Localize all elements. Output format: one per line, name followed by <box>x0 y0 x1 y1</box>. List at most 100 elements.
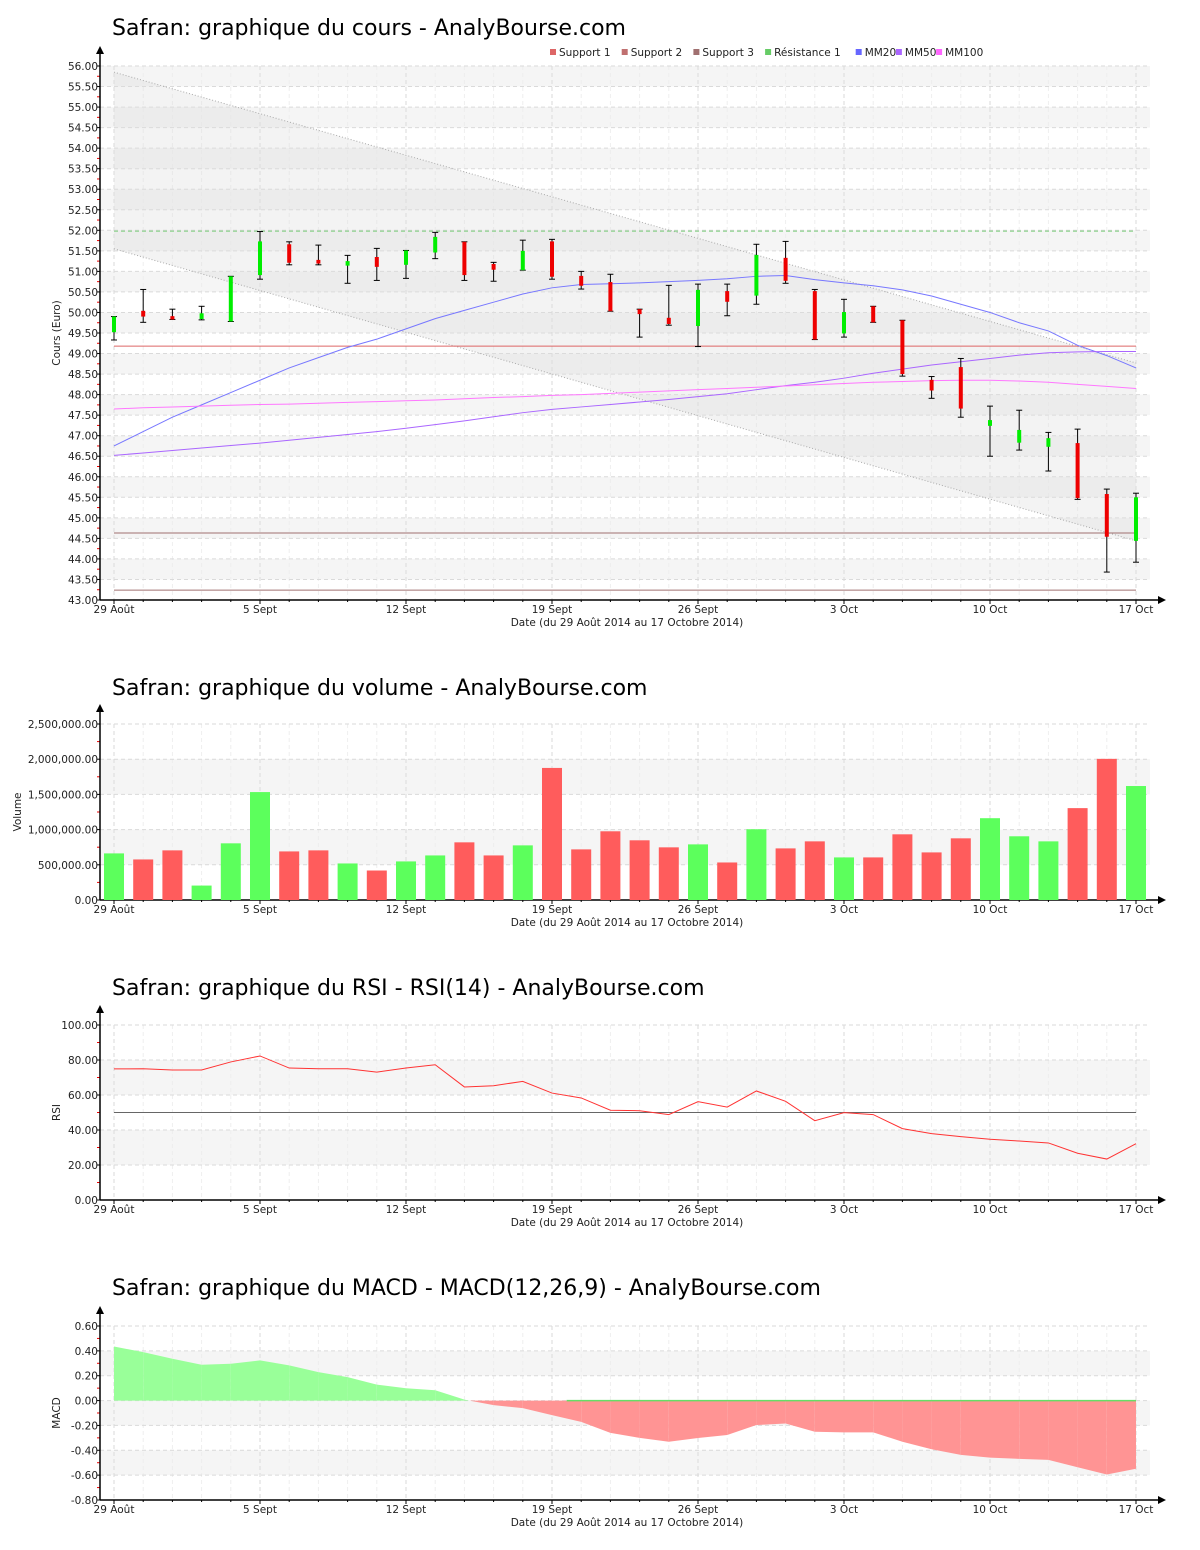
legend-label: MM100 <box>945 47 983 59</box>
legend-item: Résistance 1 <box>765 47 841 59</box>
macd-area-segment <box>844 1400 874 1433</box>
volume-chart-title: Safran: graphique du volume - AnalyBours… <box>112 676 647 701</box>
candle-body <box>900 320 905 375</box>
y-tick-label: 50.50 <box>68 287 98 299</box>
macd-area-segment <box>668 1400 698 1442</box>
macd-area-segment <box>260 1360 290 1401</box>
candle-body <box>374 257 379 267</box>
volume-bar <box>746 829 767 900</box>
y-tick-label: 52.00 <box>68 225 98 237</box>
legend-item: Support 3 <box>693 47 754 59</box>
volume-bar <box>921 852 942 900</box>
x-tick-label: 10 Oct <box>973 1204 1008 1216</box>
x-tick-label: 19 Sept <box>532 604 573 616</box>
candle-body <box>1134 497 1138 541</box>
candlestick <box>1133 492 1139 563</box>
x-tick-label: 17 Oct <box>1119 604 1154 616</box>
x-tick-label: 12 Sept <box>386 1204 427 1216</box>
candlestick <box>403 249 409 279</box>
grid-band <box>101 230 1150 251</box>
x-tick-label: 10 Oct <box>973 604 1008 616</box>
x-tick-label: 10 Oct <box>973 1504 1008 1516</box>
legend-label: MM50 <box>905 47 936 59</box>
macd-area-segment <box>552 1400 582 1422</box>
volume-bar <box>250 792 270 900</box>
volume-bar <box>542 767 562 900</box>
grid-band <box>101 759 1150 795</box>
candlestick <box>198 305 205 321</box>
legend-swatch-icon <box>693 49 700 55</box>
candle-body <box>199 313 204 320</box>
y-tick-label: 0.00 <box>75 1195 98 1207</box>
y-tick-label: 20.00 <box>68 1160 98 1172</box>
grid-band <box>101 66 1150 87</box>
candle-body <box>958 367 963 409</box>
y-tick-label: 54.00 <box>68 143 98 155</box>
candle-body <box>666 317 671 324</box>
legend-swatch-icon <box>895 49 902 55</box>
legend-label: Résistance 1 <box>774 47 841 59</box>
mm50-line <box>113 350 1136 456</box>
macd-area-segment <box>522 1400 552 1416</box>
x-tick-label: 26 Sept <box>678 1504 719 1516</box>
candle-body <box>1046 438 1051 447</box>
x-tick-label: 29 Août <box>94 1504 135 1516</box>
candlestick <box>724 283 731 317</box>
y-tick-label: 51.00 <box>68 266 98 278</box>
x-tick-label: 12 Sept <box>386 1504 427 1516</box>
macd-area-segment <box>406 1388 436 1401</box>
x-tick-label: 3 Oct <box>830 1204 858 1216</box>
x-tick-label: 5 Sept <box>243 604 277 616</box>
x-axis-title: Date (du 29 Août 2014 au 17 Octobre 2014… <box>511 1217 744 1229</box>
x-tick-label: 17 Oct <box>1119 1504 1154 1516</box>
candlestick <box>432 231 439 260</box>
macd-area-segment <box>493 1400 523 1409</box>
candlestick <box>257 231 263 280</box>
grid-band <box>101 189 1150 210</box>
grid-band <box>101 517 1150 539</box>
volume-bar <box>629 840 650 900</box>
volume-bar <box>104 853 124 900</box>
y-tick-label: 0.60 <box>75 1321 98 1333</box>
candle-body <box>112 316 116 333</box>
candlestick <box>140 288 147 323</box>
candle-body <box>1104 494 1109 537</box>
rsi-chart-title: Safran: graphique du RSI - RSI(14) - Ana… <box>112 976 705 1001</box>
y-tick-label: 49.50 <box>68 328 98 340</box>
candlestick <box>461 241 468 281</box>
volume-bar <box>133 859 154 900</box>
legend-swatch-icon <box>936 49 943 55</box>
y-axis-title: MACD <box>51 1397 63 1428</box>
macd-area-segment <box>230 1360 260 1401</box>
x-tick-label: 3 Oct <box>830 1504 858 1516</box>
macd-area-segment <box>376 1384 406 1401</box>
y-tick-label: 51.50 <box>68 246 98 258</box>
legend-label: Support 1 <box>559 47 611 59</box>
macd-area-segment <box>902 1400 932 1450</box>
y-tick-label: 56.00 <box>68 61 98 73</box>
y-tick-label: 53.50 <box>68 164 98 176</box>
y-tick-label: 500,000.00 <box>38 860 98 872</box>
y-tick-label: 52.50 <box>68 205 98 217</box>
grid-band <box>101 312 1150 333</box>
y-tick-label: 55.50 <box>68 82 98 94</box>
candle-body <box>725 291 730 302</box>
candle-body <box>608 282 613 312</box>
y-tick-label: -0.60 <box>71 1470 98 1482</box>
candlestick <box>519 239 526 271</box>
y-axis-title: Cours (Euro) <box>51 300 63 366</box>
x-axis-title: Date (du 29 Août 2014 au 17 Octobre 2014… <box>511 917 744 929</box>
y-tick-label: 1,500,000.00 <box>28 789 98 801</box>
candle-body <box>754 254 759 296</box>
legend-swatch-icon <box>765 49 772 55</box>
grid-band <box>101 476 1150 498</box>
candle-body <box>170 316 175 320</box>
y-tick-label: 100.00 <box>61 1020 98 1032</box>
candle-body <box>1075 443 1080 499</box>
macd-area-segment <box>172 1358 202 1401</box>
macd-area-segment <box>639 1400 669 1442</box>
candle-body <box>696 289 700 327</box>
candle-body <box>462 241 467 276</box>
y-tick-label: 43.00 <box>68 595 98 607</box>
macd-area-segment <box>756 1400 786 1426</box>
